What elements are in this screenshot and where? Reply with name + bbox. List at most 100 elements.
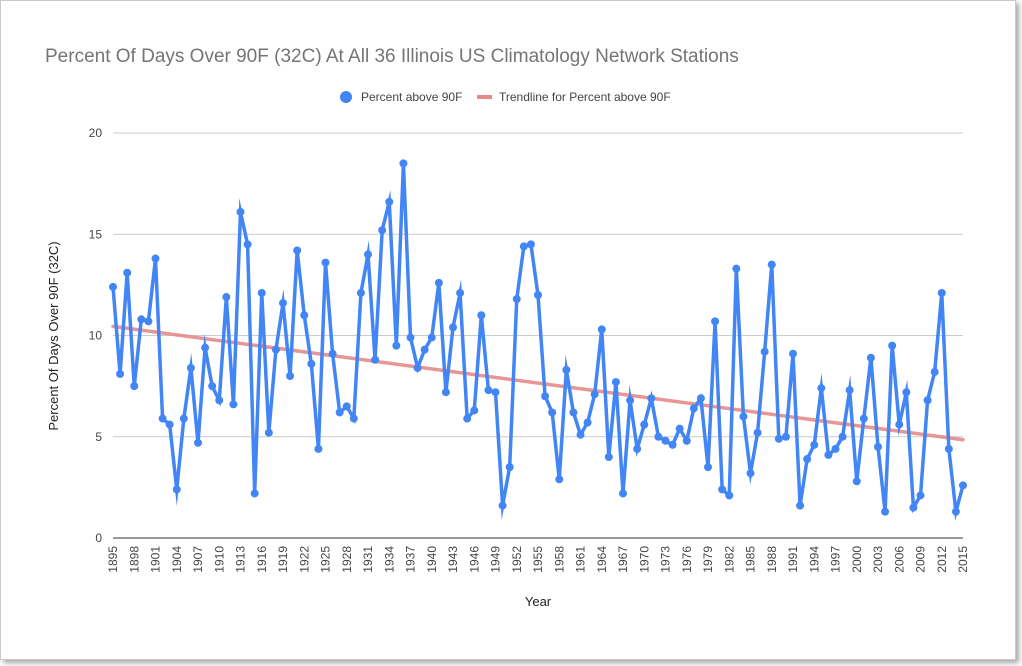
x-tick-label: 1901 — [149, 546, 163, 573]
data-point — [626, 396, 635, 405]
data-point — [300, 311, 309, 320]
data-point — [633, 444, 642, 453]
data-point — [109, 282, 117, 291]
data-point — [321, 258, 330, 267]
data-point — [378, 226, 387, 235]
y-tick-label: 20 — [89, 126, 103, 140]
data-point — [406, 333, 415, 342]
x-tick-label: 1985 — [744, 546, 758, 573]
data-point — [696, 394, 705, 403]
data-point — [810, 440, 819, 449]
data-point — [675, 424, 684, 433]
data-point — [619, 489, 627, 498]
data-point — [222, 293, 231, 302]
data-point — [803, 455, 812, 464]
data-point — [541, 392, 550, 401]
legend-marker-percent — [340, 91, 352, 103]
data-point — [434, 278, 443, 287]
x-tick-label: 1982 — [722, 546, 736, 573]
data-point — [611, 378, 620, 387]
x-tick-label: 2012 — [935, 546, 949, 573]
data-point — [194, 438, 202, 447]
x-tick-label: 1973 — [659, 546, 673, 573]
x-tick-label: 1961 — [574, 546, 588, 573]
data-point — [682, 436, 691, 445]
data-point — [704, 463, 712, 472]
x-tick-label: 2015 — [956, 546, 970, 573]
data-point — [661, 436, 670, 445]
data-point — [959, 481, 967, 490]
series-layer — [109, 159, 967, 522]
data-point — [604, 453, 613, 461]
data-point — [838, 432, 847, 441]
x-tick-label: 1970 — [637, 546, 651, 573]
x-tick-label: 1979 — [701, 546, 715, 573]
data-point — [364, 250, 372, 259]
data-point — [597, 325, 606, 334]
x-axis-title: Year — [525, 594, 552, 609]
data-point — [505, 463, 514, 472]
data-point — [746, 469, 755, 478]
data-point — [590, 390, 599, 399]
data-point — [356, 288, 365, 297]
data-point — [711, 317, 720, 326]
data-point — [208, 382, 217, 391]
data-point — [951, 507, 960, 516]
data-point — [116, 369, 125, 378]
data-point — [774, 434, 783, 443]
x-tick-label: 1919 — [276, 546, 290, 573]
data-point — [137, 315, 146, 324]
data-point — [144, 317, 153, 326]
x-tick-label: 1994 — [807, 546, 821, 573]
x-tick-label: 1952 — [510, 546, 524, 573]
data-point — [845, 386, 854, 395]
data-point — [916, 491, 925, 500]
x-tick-label: 1997 — [829, 546, 843, 573]
data-point — [165, 420, 174, 429]
data-point — [930, 367, 939, 376]
x-tick-label: 1967 — [616, 546, 630, 573]
x-tick-label: 1922 — [297, 546, 311, 573]
data-point — [569, 408, 578, 417]
data-point — [739, 412, 748, 421]
data-point — [767, 260, 776, 269]
data-point — [179, 414, 188, 423]
x-tick-label: 1910 — [212, 546, 226, 573]
data-point — [463, 414, 472, 423]
data-point — [286, 372, 295, 380]
data-point — [491, 388, 500, 397]
data-point — [859, 414, 868, 423]
data-point — [512, 295, 521, 304]
y-axis-title: Percent Of Days Over 90F (32C) — [46, 241, 61, 430]
data-point — [689, 404, 698, 413]
data-point — [817, 384, 826, 393]
x-tick-label: 2000 — [850, 546, 864, 573]
x-tick-label: 1931 — [361, 546, 375, 573]
x-tick-label: 1949 — [489, 546, 503, 573]
data-point — [562, 365, 571, 374]
data-point — [186, 363, 195, 372]
data-point — [470, 406, 479, 415]
data-point — [498, 501, 507, 510]
x-tick-label: 1976 — [680, 546, 694, 573]
trendline — [111, 324, 965, 442]
data-point — [781, 432, 790, 441]
x-tick-label: 1988 — [765, 546, 779, 573]
data-point — [640, 420, 649, 429]
legend-label-trendline: Trendline for Percent above 90F — [499, 90, 671, 104]
data-point — [293, 246, 302, 255]
data-point — [371, 355, 380, 364]
data-point — [427, 333, 436, 342]
data-point — [349, 414, 358, 423]
data-point — [441, 388, 450, 397]
x-tick-labels: 1895 1898 1901 1904 1907 1910 1913 1916 1919 1922… — [106, 546, 970, 573]
data-point — [243, 240, 252, 249]
data-point — [519, 242, 528, 251]
data-point — [484, 386, 493, 395]
data-point — [548, 408, 557, 417]
y-tick-label: 10 — [89, 329, 103, 343]
data-point — [201, 343, 210, 352]
data-point — [654, 432, 663, 441]
data-point — [229, 400, 238, 409]
